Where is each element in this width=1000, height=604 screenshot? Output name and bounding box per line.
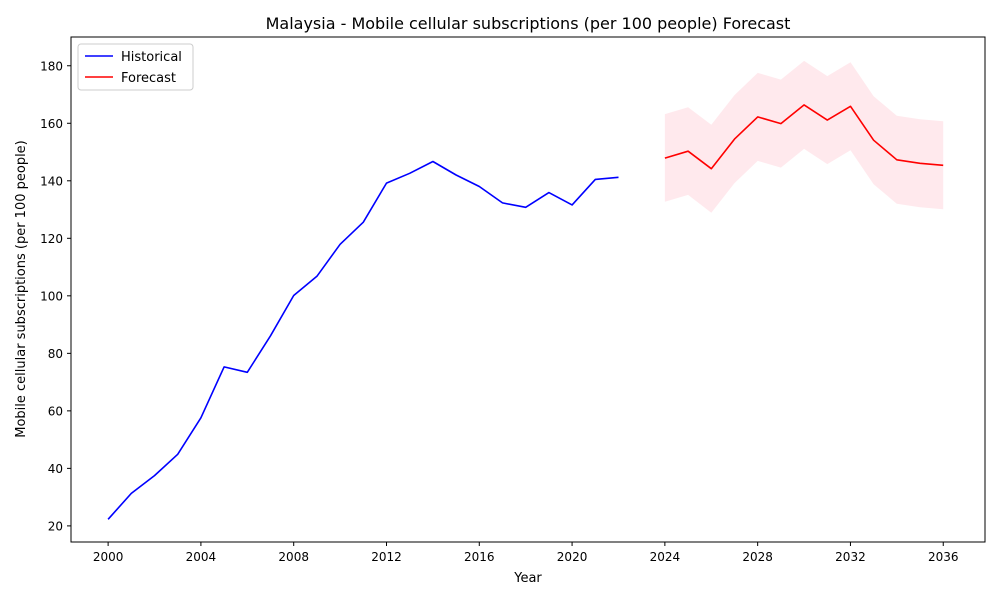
legend: Historical Forecast xyxy=(78,44,193,90)
forecast-confidence-band xyxy=(665,61,943,213)
x-tick-label: 2008 xyxy=(278,550,309,564)
x-tick-label: 2032 xyxy=(835,550,866,564)
x-tick-label: 2028 xyxy=(742,550,773,564)
x-tick-label: 2024 xyxy=(650,550,681,564)
y-tick-label: 100 xyxy=(40,289,63,303)
x-tick-label: 2036 xyxy=(928,550,959,564)
x-tick-label: 2000 xyxy=(93,550,124,564)
x-axis-label: Year xyxy=(513,571,542,586)
x-tick-label: 2016 xyxy=(464,550,495,564)
chart-title: Malaysia - Mobile cellular subscriptions… xyxy=(266,14,791,33)
y-tick-label: 120 xyxy=(40,232,63,246)
series-line-historical xyxy=(108,162,618,520)
y-axis-label: Mobile cellular subscriptions (per 100 p… xyxy=(14,140,29,438)
x-tick-label: 2020 xyxy=(557,550,588,564)
series-layer xyxy=(108,105,943,519)
legend-label-historical: Historical xyxy=(121,50,182,65)
y-tick-label: 40 xyxy=(48,462,63,476)
y-tick-label: 160 xyxy=(40,117,63,131)
x-tick-label: 2004 xyxy=(186,550,217,564)
y-tick-label: 140 xyxy=(40,174,63,188)
y-tick-label: 20 xyxy=(48,519,63,533)
x-axis-ticks: 2000 2004 2008 2012 2016 2020 2024 2028 2032 2036 xyxy=(93,542,959,564)
y-tick-label: 80 xyxy=(48,347,63,361)
y-tick-label: 180 xyxy=(40,59,63,73)
y-axis-ticks: 20 40 60 80 100 120 140 160 180 xyxy=(40,59,71,533)
x-tick-label: 2012 xyxy=(371,550,402,564)
y-tick-label: 60 xyxy=(48,404,63,418)
legend-label-forecast: Forecast xyxy=(121,71,176,86)
confidence-band-layer xyxy=(665,61,943,213)
